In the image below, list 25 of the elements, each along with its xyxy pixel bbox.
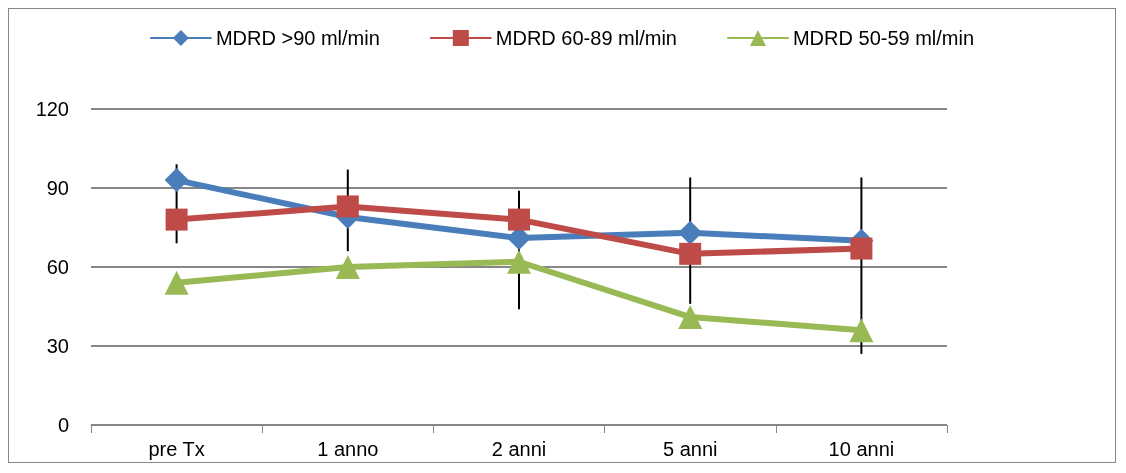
y-tick-label: 90	[46, 177, 69, 199]
y-tick-label: 60	[46, 256, 69, 278]
point	[507, 249, 531, 274]
y-tick-label: 120	[35, 98, 69, 120]
x-tick-label: 10 anni	[828, 438, 895, 460]
point	[849, 318, 874, 343]
point	[164, 168, 189, 193]
x-tick-label: pre Tx	[148, 438, 205, 460]
point	[678, 220, 703, 245]
point	[164, 270, 189, 295]
point	[335, 255, 360, 279]
legend-label: MDRD 50-59 ml/min	[792, 27, 975, 49]
point	[336, 195, 359, 218]
point	[678, 305, 703, 330]
point	[679, 242, 702, 265]
y-tick-label: 30	[46, 335, 69, 357]
legend-label: MDRD >90 ml/min	[215, 27, 380, 49]
legend-label: MDRD 60-89 ml/min	[495, 27, 677, 49]
point	[165, 208, 188, 231]
x-tick-label: 5 anni	[662, 438, 718, 460]
x-tick-label: 1 anno	[317, 438, 379, 460]
x-tick-label: 2 anni	[491, 438, 547, 460]
point	[850, 237, 873, 260]
y-tick-label: 0	[57, 414, 69, 436]
point	[508, 208, 530, 231]
